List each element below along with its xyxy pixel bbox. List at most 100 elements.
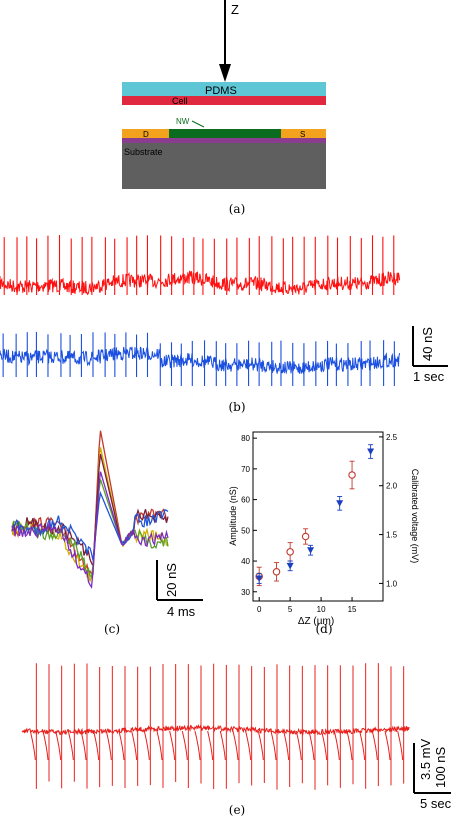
spike-undershoot [359,730,366,761]
point-voltage [336,500,344,507]
spike-undershoot [42,730,49,761]
caption-b: (b) [228,400,245,414]
pdms-layer [122,82,326,96]
scalebar-c-x-label: 4 ms [167,604,196,619]
spike-undershoot [105,730,112,761]
red-trace [0,235,401,296]
xlabel-d: ΔZ (µm) [298,616,334,627]
x-tick-label: 15 [348,605,357,614]
red-trace-e [21,663,410,790]
noise-baseline [21,723,410,736]
spike-undershoot [67,730,74,761]
scalebar-c-y-label: 20 nS [164,563,179,597]
point-voltage [286,562,294,570]
caption-d: (d) [315,622,332,636]
waveform [11,471,169,590]
drain-contact [122,129,169,138]
data-points-d [255,444,375,587]
spike-undershoot [346,730,353,761]
pdms-label: PDMS [205,85,237,97]
waveform [11,453,169,569]
spike-undershoot [321,730,328,761]
substrate-layer [122,143,326,189]
noise-baseline [0,346,401,375]
source-label: S [300,130,305,139]
spike-undershoot [118,730,125,761]
point-amplitude [348,471,356,479]
spike-undershoot [333,730,340,761]
spike-undershoot [219,730,226,761]
x-tick-label: 10 [317,605,326,614]
nw-pointer [191,120,205,128]
spike-undershoot [156,730,163,761]
waveforms [11,430,169,590]
spike-undershoot [257,730,264,761]
scalebar-b-y-label: 40 nS [420,327,435,361]
spike-undershoot [384,730,391,761]
point-amplitude [272,568,281,576]
panel-d: 0 5 10 15 30 40 50 60 70 80 1.0 1.5 2.0 2.5 Amplitude… [228,431,420,636]
x-tick-label: 0 [257,605,262,614]
substrate-label: Substrate [124,147,163,157]
spike-undershoot [169,730,176,761]
z-arrow-head [219,64,231,82]
panel-b: 40 nS 1 sec (b) [0,235,448,414]
y2-tick-label: 1.5 [386,531,398,540]
caption-a: (a) [229,202,246,216]
waveform [11,430,169,575]
spike-undershoot [29,730,36,761]
y2-tick-label: 2.0 [386,482,398,491]
scalebar-e-y-bottom-label: 100 nS [433,746,448,788]
y-tick-label: 30 [241,588,250,597]
cell-layer [122,96,326,105]
axes-d: 0 5 10 15 30 40 50 60 70 80 1.0 1.5 2.0 2.5 [241,433,398,614]
spike-undershoot [207,730,214,761]
caption-e: (e) [229,803,245,817]
noise-baseline [0,270,401,296]
panel-c: 20 nS 4 ms (c) [11,430,203,636]
nanowire [169,129,281,138]
scalebar-e-y-top-label: 3.5 mV [418,738,433,780]
y-tick-label: 50 [241,526,250,535]
scalebar-b-x-label: 1 sec [413,369,445,384]
point-amplitude [301,532,310,541]
blue-trace [0,331,401,386]
spike-undershoot [181,730,188,761]
source-contact [281,129,326,138]
ylabel-right: Calibrated voltage (mV) [410,469,420,564]
y2-tick-label: 1.0 [386,579,398,588]
ylabel-left: Amplitude (nS) [228,486,238,546]
spike-undershoot [80,730,87,761]
point-voltage [367,448,375,456]
spike-undershoot [397,730,404,761]
y-tick-label: 60 [241,496,250,505]
x-tick-label: 5 [288,605,293,614]
panel-e: 3.5 mV 100 nS 5 sec (e) [21,663,452,817]
point-voltage [255,575,263,583]
y-tick-label: 40 [241,557,250,566]
spike-undershoot [194,730,201,761]
nw-label: NW [176,117,190,126]
cell-label: Cell [172,96,188,106]
panel-a: Z PDMS Cell NW D S Substrate (a) [122,0,326,216]
drain-label: D [143,130,149,139]
z-axis-label: Z [231,2,239,17]
spike-undershoot [270,730,277,761]
spike-undershoot [308,730,315,761]
y2-tick-label: 2.5 [386,433,398,442]
spike-undershoot [232,730,239,761]
spike-undershoot [93,730,100,761]
point-voltage [307,547,315,554]
spike-undershoot [283,730,290,761]
spike-undershoot [295,730,302,761]
point-amplitude [286,548,294,556]
spike-undershoot [371,730,378,761]
spike-undershoot [55,730,62,761]
y-tick-label: 70 [241,465,250,474]
y-tick-label: 80 [241,434,250,443]
interlayer [122,138,326,143]
spike-undershoot [143,730,150,761]
plot-frame-d [252,431,384,602]
spike-undershoot [131,730,138,761]
